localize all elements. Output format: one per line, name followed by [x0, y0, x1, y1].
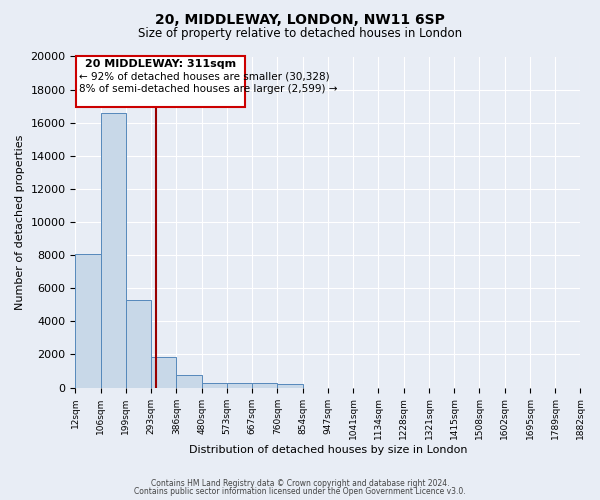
FancyBboxPatch shape	[76, 56, 245, 107]
Bar	[252, 384, 277, 388]
Bar	[126, 300, 151, 388]
Text: 20, MIDDLEWAY, LONDON, NW11 6SP: 20, MIDDLEWAY, LONDON, NW11 6SP	[155, 12, 445, 26]
Bar	[151, 357, 176, 388]
Y-axis label: Number of detached properties: Number of detached properties	[15, 134, 25, 310]
Text: Contains HM Land Registry data © Crown copyright and database right 2024.: Contains HM Land Registry data © Crown c…	[151, 478, 449, 488]
Bar	[202, 382, 227, 388]
Bar	[76, 254, 101, 388]
X-axis label: Distribution of detached houses by size in London: Distribution of detached houses by size …	[189, 445, 467, 455]
Text: Contains public sector information licensed under the Open Government Licence v3: Contains public sector information licen…	[134, 487, 466, 496]
Text: 20 MIDDLEWAY: 311sqm: 20 MIDDLEWAY: 311sqm	[85, 59, 236, 69]
Bar	[227, 383, 252, 388]
Text: Size of property relative to detached houses in London: Size of property relative to detached ho…	[138, 28, 462, 40]
Text: 8% of semi-detached houses are larger (2,599) →: 8% of semi-detached houses are larger (2…	[79, 84, 338, 94]
Bar	[101, 113, 126, 388]
Text: ← 92% of detached houses are smaller (30,328): ← 92% of detached houses are smaller (30…	[79, 72, 330, 82]
Bar	[277, 384, 302, 388]
Bar	[176, 375, 202, 388]
